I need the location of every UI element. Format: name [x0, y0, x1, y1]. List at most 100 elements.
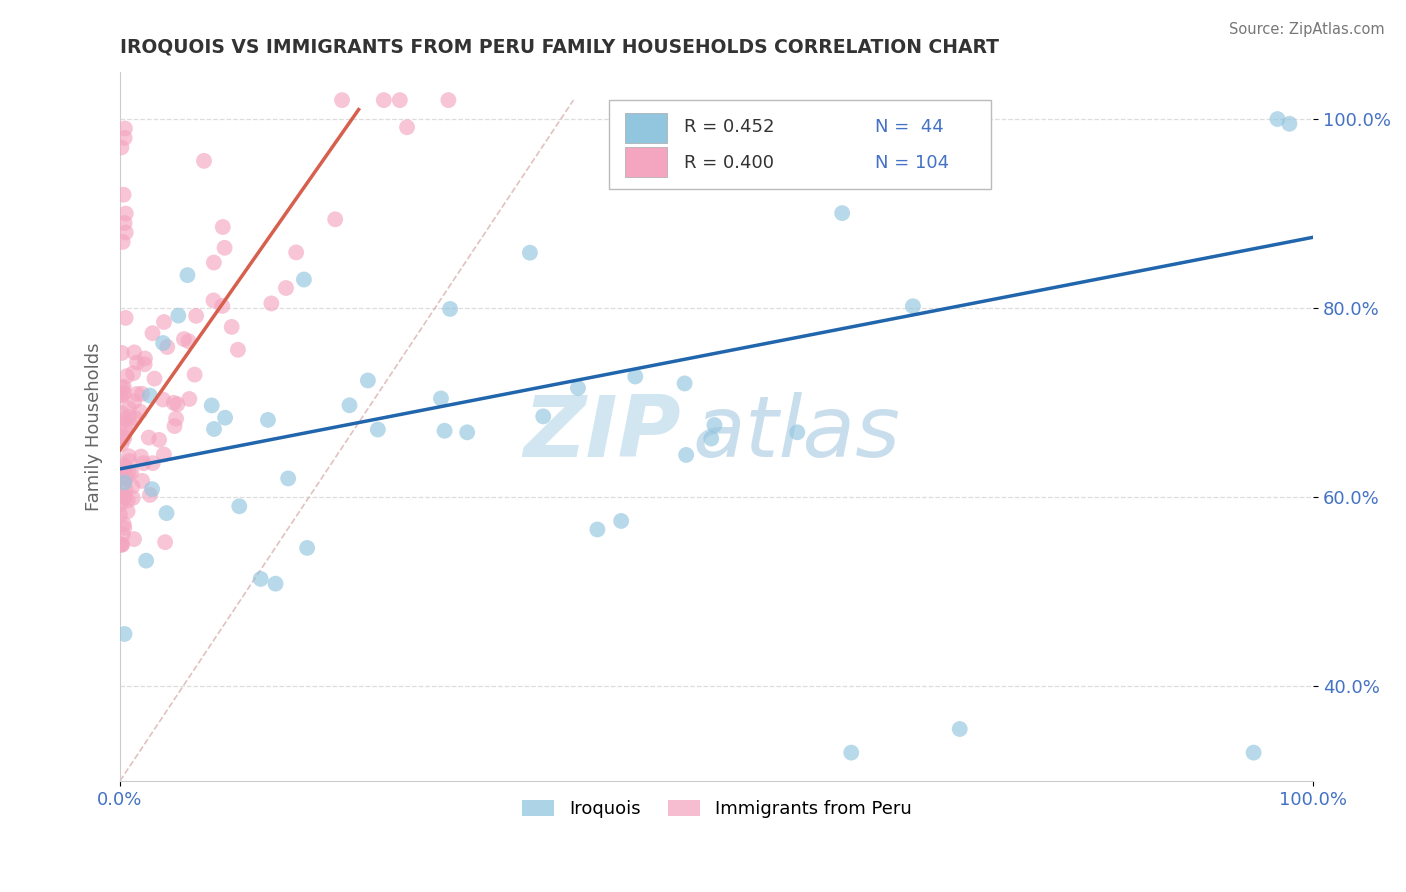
Point [110, 437, 132, 451]
Point [177, 334, 200, 348]
Point [153, 315, 176, 329]
Text: N = 104: N = 104 [876, 153, 949, 171]
Point [179, 392, 201, 406]
Point [108, 538, 131, 552]
Point [114, 206, 136, 220]
Text: atlas: atlas [693, 392, 901, 475]
Point [1278, 117, 1301, 131]
Point [152, 336, 174, 351]
Point [121, 479, 143, 493]
Point [120, 417, 142, 431]
Point [114, 131, 136, 145]
Point [586, 523, 609, 537]
Point [184, 309, 207, 323]
Point [167, 309, 190, 323]
Point [117, 493, 139, 508]
Point [115, 470, 138, 484]
Point [330, 93, 353, 107]
Point [155, 506, 177, 520]
Point [163, 419, 186, 434]
Point [786, 425, 808, 440]
Point [373, 93, 395, 107]
Point [1243, 746, 1265, 760]
Point [111, 527, 134, 541]
Point [114, 482, 136, 496]
Text: R = 0.452: R = 0.452 [685, 118, 775, 136]
Text: N =  44: N = 44 [876, 118, 943, 136]
Point [202, 293, 225, 308]
Point [111, 381, 134, 395]
Point [610, 514, 633, 528]
Point [202, 255, 225, 269]
Point [839, 746, 862, 760]
Point [111, 235, 134, 249]
Point [173, 332, 195, 346]
Point [673, 376, 696, 391]
Point [141, 326, 163, 341]
Point [114, 491, 136, 505]
Point [114, 216, 136, 230]
Point [111, 538, 134, 552]
Point [111, 538, 134, 552]
Point [112, 386, 135, 401]
Point [125, 355, 148, 369]
Point [156, 340, 179, 354]
Point [166, 397, 188, 411]
Point [226, 343, 249, 357]
Point [121, 491, 143, 505]
Point [131, 474, 153, 488]
Point [122, 366, 145, 380]
Point [108, 497, 131, 511]
FancyBboxPatch shape [609, 100, 991, 189]
Point [430, 392, 453, 406]
Text: IROQUOIS VS IMMIGRANTS FROM PERU FAMILY HOUSEHOLDS CORRELATION CHART: IROQUOIS VS IMMIGRANTS FROM PERU FAMILY … [120, 37, 1000, 56]
Point [114, 310, 136, 325]
Point [118, 401, 141, 416]
Point [260, 296, 283, 310]
Legend: Iroquois, Immigrants from Peru: Iroquois, Immigrants from Peru [515, 792, 918, 825]
Point [108, 538, 131, 552]
Point [114, 226, 136, 240]
Point [112, 475, 135, 490]
Point [112, 431, 135, 445]
Point [285, 245, 308, 260]
Point [367, 423, 389, 437]
Point [129, 450, 152, 464]
Point [108, 429, 131, 443]
Point [134, 351, 156, 366]
Point [110, 406, 132, 420]
Point [114, 412, 136, 426]
Point [277, 471, 299, 485]
Point [114, 627, 136, 641]
Point [132, 456, 155, 470]
Point [118, 466, 141, 480]
Point [112, 458, 135, 472]
Point [221, 319, 243, 334]
Point [139, 488, 162, 502]
Point [193, 153, 215, 168]
Bar [624, 113, 666, 143]
Point [264, 576, 287, 591]
Point [111, 389, 134, 403]
Y-axis label: Family Households: Family Households [86, 343, 103, 510]
Point [131, 386, 153, 401]
Point [153, 535, 176, 549]
Point [117, 504, 139, 518]
Point [122, 394, 145, 409]
Point [357, 374, 380, 388]
Point [323, 212, 346, 227]
Point [125, 387, 148, 401]
Point [519, 245, 541, 260]
Point [211, 220, 233, 235]
Point [110, 472, 132, 486]
Point [211, 299, 233, 313]
Point [624, 369, 647, 384]
Point [110, 388, 132, 402]
Point [292, 272, 315, 286]
Point [165, 411, 187, 425]
Point [110, 416, 132, 430]
Point [143, 371, 166, 385]
Point [567, 381, 589, 395]
Point [120, 466, 142, 480]
Point [142, 456, 165, 470]
